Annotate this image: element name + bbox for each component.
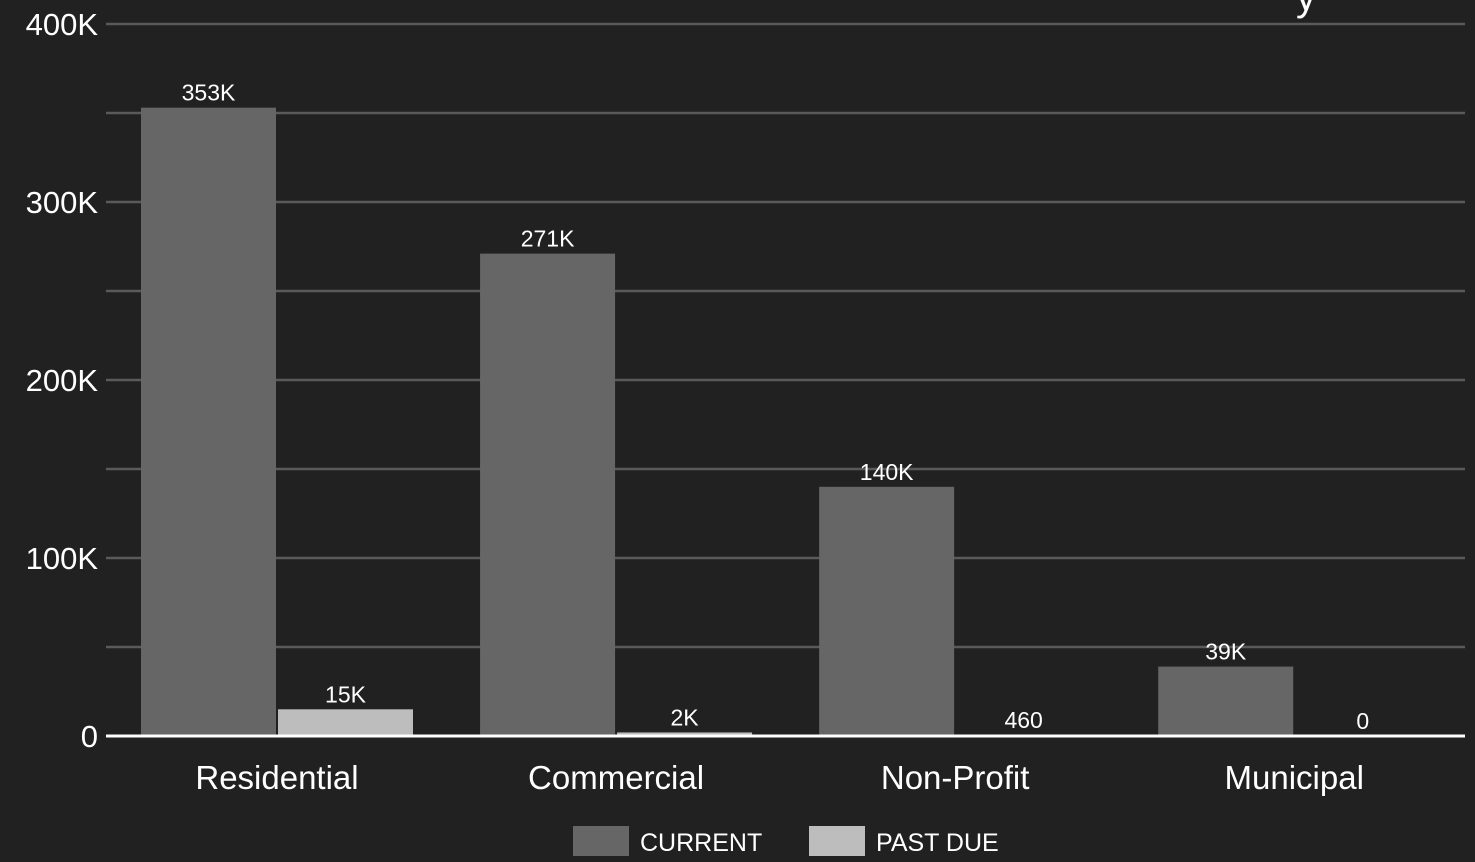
legend-swatch [809, 826, 865, 856]
y-tick-label: 200K [26, 363, 99, 398]
bar-past-due [617, 732, 753, 736]
data-label: 140K [860, 459, 914, 485]
bar-current [141, 107, 276, 736]
data-labels: 353K 15K 271K 2K 140K 460 39K 0 [182, 80, 1369, 734]
y-tick-label: 100K [26, 541, 99, 576]
data-label: 0 [1356, 708, 1369, 734]
bar-past-due [278, 709, 413, 736]
data-label: 271K [521, 226, 575, 252]
legend-swatch [573, 826, 629, 856]
bars [141, 107, 1294, 736]
data-label: 39K [1205, 639, 1247, 665]
data-label: 15K [325, 681, 367, 707]
y-tick-label: 0 [81, 719, 98, 754]
axes: 0 100K 200K 300K 400K Residential Commercial No… [26, 7, 1465, 796]
data-label: 2K [671, 704, 700, 730]
data-label: 460 [1004, 707, 1042, 733]
bar-current [480, 253, 616, 736]
x-tick-label: Non-Profit [881, 759, 1030, 796]
chart-title-fragment: y [1296, 0, 1316, 19]
y-tick-label: 300K [26, 185, 99, 220]
x-tick-label: Residential [195, 759, 358, 796]
bar-current [1158, 666, 1294, 736]
bar-current [819, 486, 955, 736]
x-tick-label: Municipal [1225, 759, 1364, 796]
y-tick-label: 400K [26, 7, 99, 42]
legend-label: CURRENT [640, 829, 762, 857]
legend: CURRENT PAST DUE [573, 826, 999, 857]
legend-label: PAST DUE [876, 829, 999, 857]
x-tick-label: Commercial [528, 759, 704, 796]
grid-lines [106, 22, 1465, 649]
data-label: 353K [182, 80, 236, 106]
